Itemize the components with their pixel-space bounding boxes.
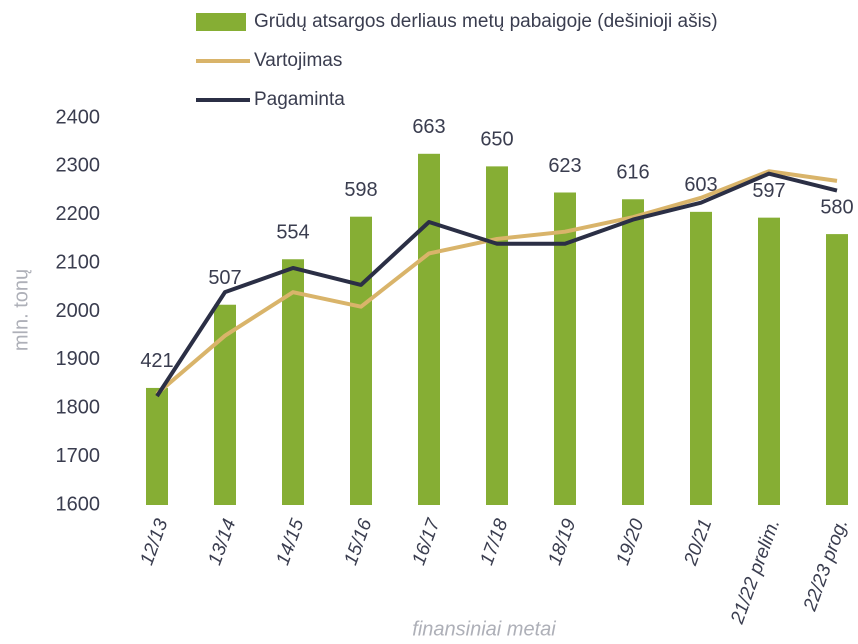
x-tick-label: 16/17 (408, 515, 444, 568)
x-tick-label: 22/23 prog. (799, 516, 852, 614)
legend-label: Vartojimas (254, 50, 342, 71)
data-label: 623 (548, 155, 581, 177)
y-tick-label: 2400 (56, 106, 101, 128)
line (155, 169, 838, 396)
data-label: 554 (276, 222, 309, 244)
x-tick-label: 13/14 (204, 516, 240, 568)
y-tick-label: 2000 (56, 300, 101, 322)
data-label: 603 (684, 174, 717, 196)
x-tick-label: 18/19 (544, 516, 580, 568)
legend-swatch (196, 13, 246, 31)
y-tick-label: 1900 (56, 348, 101, 370)
y-tick-label: 2200 (56, 203, 101, 225)
data-label: 580 (820, 196, 853, 218)
data-label: 598 (344, 179, 377, 201)
y-tick-label: 1800 (56, 397, 101, 419)
x-tick-label: 21/22 prelim. (727, 516, 785, 627)
bar (282, 259, 304, 505)
x-tick-label: 19/20 (612, 516, 648, 568)
x-tick-label: 15/16 (340, 516, 376, 568)
x-tick-label: 14/15 (272, 516, 308, 568)
y-tick-label: 2300 (56, 155, 101, 177)
legend-label: Pagaminta (254, 89, 345, 110)
data-label: 597 (752, 180, 785, 202)
line (155, 171, 838, 398)
data-label: 421 (140, 350, 173, 372)
data-label: 507 (208, 267, 241, 289)
x-tick-label: 17/18 (476, 516, 512, 568)
bar (622, 199, 644, 505)
bar (690, 211, 712, 505)
legend-label: Grūdų atsargos derliaus metų pabaigoje (… (254, 11, 718, 32)
y-tick-label: 1600 (56, 493, 101, 515)
y-tick-label: 2100 (56, 251, 101, 273)
bar (486, 166, 508, 505)
bar (214, 304, 236, 505)
x-tick-label: 20/21 (680, 516, 716, 569)
x-tick-label: 12/13 (136, 516, 172, 568)
x-axis-label: finansiniai metai (412, 618, 556, 640)
bar (350, 216, 372, 505)
data-label: 663 (412, 116, 445, 138)
bar (554, 192, 576, 505)
bar (758, 217, 780, 505)
bar (418, 153, 440, 506)
y-tick-label: 1700 (56, 445, 101, 467)
bar (146, 387, 168, 505)
bar (826, 234, 848, 505)
y-axis-label: mln. tonų (10, 269, 32, 351)
data-label: 650 (480, 129, 513, 151)
data-label: 616 (616, 162, 649, 184)
